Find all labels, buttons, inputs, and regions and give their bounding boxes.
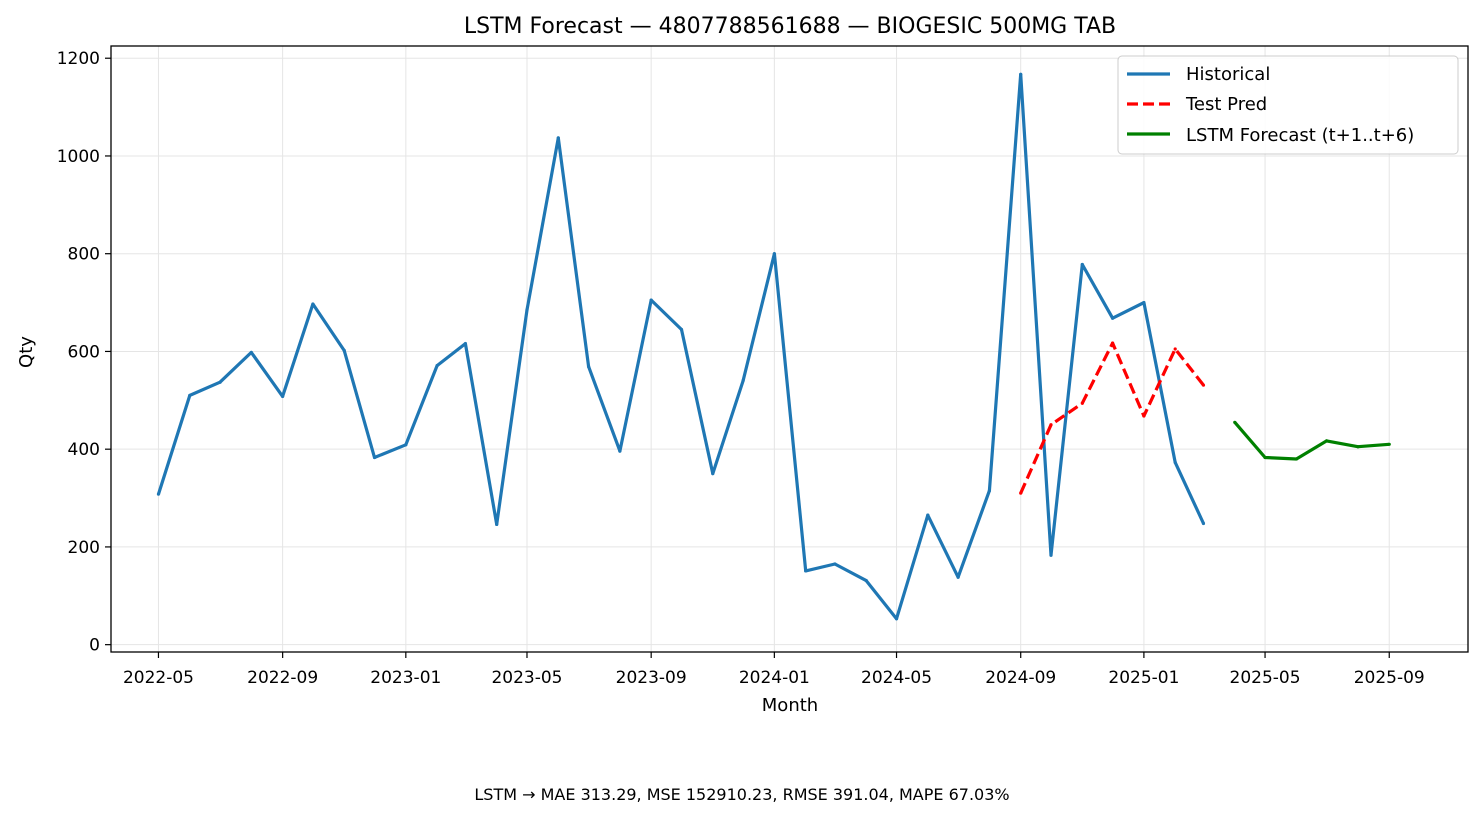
data-point-lstm-forecast-t-1-t-6 — [1387, 442, 1391, 446]
y-tick-label: 1200 — [57, 49, 100, 69]
data-point-historical — [1201, 521, 1206, 526]
y-tick-label: 0 — [89, 636, 100, 656]
data-point-historical — [372, 455, 377, 460]
data-point-historical — [404, 443, 408, 447]
data-point-lstm-forecast-t-1-t-6 — [1325, 439, 1329, 443]
data-point-historical — [1049, 553, 1053, 557]
data-point-historical — [618, 449, 622, 453]
data-point-historical — [586, 364, 591, 369]
x-tick-label: 2022-09 — [247, 668, 318, 688]
x-axis-label: Month — [762, 695, 818, 716]
data-point-historical — [188, 393, 192, 398]
x-tick-label: 2024-09 — [985, 668, 1056, 688]
data-point-historical — [525, 308, 529, 312]
data-point-historical — [249, 350, 253, 355]
legend: Historical Test Pred LSTM Forecast (t+1.… — [1117, 55, 1459, 155]
y-tick-label: 200 — [68, 538, 100, 558]
series-layer — [156, 72, 1391, 621]
data-point-historical — [894, 617, 899, 621]
data-point-historical — [772, 252, 776, 256]
series-line-lstm-forecast-t-1-t-6 — [1233, 421, 1390, 461]
x-tick-label: 2023-01 — [370, 668, 441, 688]
x-tick-label: 2023-05 — [491, 668, 562, 688]
x-tick-label: 2024-05 — [861, 668, 932, 688]
data-point-historical — [342, 348, 346, 353]
data-point-historical — [679, 327, 684, 332]
series-line-test-pred — [1019, 341, 1205, 494]
data-point-test-pred — [1019, 491, 1023, 495]
y-tick-label: 1000 — [57, 147, 100, 167]
data-point-test-pred — [1201, 383, 1206, 387]
data-point-historical — [1110, 316, 1115, 320]
data-point-historical — [987, 489, 992, 493]
data-point-historical — [864, 579, 868, 583]
tick-layer: 2022-05 2022-09 2023-01 2023-05 2023-09 2024-… — [57, 49, 1425, 688]
data-point-historical — [1142, 300, 1146, 305]
data-point-historical — [804, 569, 808, 573]
x-tick-label: 2025-09 — [1354, 668, 1425, 688]
data-point-test-pred — [1142, 414, 1146, 418]
data-point-historical — [463, 342, 467, 346]
data-point-test-pred — [1173, 347, 1177, 351]
legend-label-historical: Historical — [1186, 64, 1270, 85]
data-point-lstm-forecast-t-1-t-6 — [1233, 420, 1237, 424]
data-point-historical — [1080, 262, 1084, 267]
data-point-historical — [281, 394, 285, 399]
data-point-historical — [218, 380, 222, 384]
data-point-historical — [556, 136, 560, 140]
data-point-test-pred — [1110, 341, 1115, 345]
data-point-lstm-forecast-t-1-t-6 — [1356, 445, 1360, 449]
data-point-historical — [435, 364, 439, 368]
y-tick-label: 600 — [68, 342, 100, 362]
data-point-historical — [156, 492, 161, 496]
y-tick-label: 400 — [68, 440, 100, 460]
data-point-lstm-forecast-t-1-t-6 — [1263, 455, 1267, 460]
data-point-historical — [1019, 72, 1023, 76]
y-axis-label: Qty — [16, 336, 37, 368]
metrics-footer: LSTM → MAE 313.29, MSE 152910.23, RMSE 3… — [474, 785, 1009, 804]
data-point-lstm-forecast-t-1-t-6 — [1294, 457, 1298, 461]
x-tick-label: 2022-05 — [123, 668, 194, 688]
chart-title: LSTM Forecast — 4807788561688 — BIOGESIC… — [464, 14, 1116, 39]
plot-frame — [110, 45, 1469, 653]
data-point-historical — [956, 575, 960, 579]
x-tick-label: 2023-09 — [616, 668, 687, 688]
data-point-historical — [711, 472, 715, 476]
x-tick-label: 2025-01 — [1108, 668, 1179, 688]
data-point-historical — [311, 302, 315, 306]
x-tick-label: 2025-05 — [1230, 668, 1301, 688]
data-point-historical — [649, 298, 653, 302]
data-point-historical — [926, 513, 930, 517]
legend-label-test-pred: Test Pred — [1185, 94, 1267, 115]
data-point-historical — [495, 522, 499, 527]
legend-box — [1117, 55, 1459, 155]
x-tick-label: 2024-01 — [739, 668, 810, 688]
legend-label-lstm-forecast: LSTM Forecast (t+1..t+6) — [1186, 125, 1414, 146]
data-point-historical — [741, 379, 745, 383]
data-point-historical — [833, 562, 837, 566]
data-point-test-pred — [1049, 423, 1053, 427]
y-tick-label: 800 — [68, 245, 100, 265]
data-point-test-pred — [1080, 401, 1084, 405]
data-point-historical — [1173, 460, 1177, 464]
